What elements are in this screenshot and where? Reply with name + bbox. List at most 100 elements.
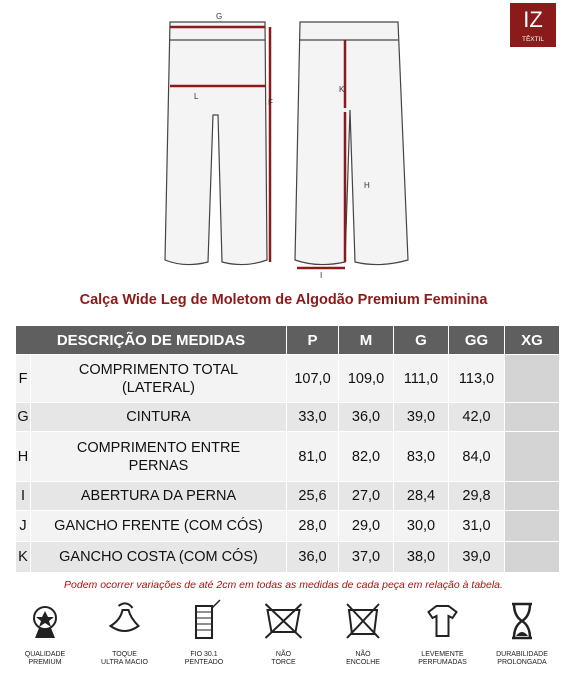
cell-line: COMPRIMENTO ENTRE (76, 439, 241, 456)
table-cell: 111,0 (393, 354, 449, 403)
table-row: K GANCHO COSTA (COM CÓS) 36,0 37,0 38,0 39,0 (15, 541, 560, 573)
table-cell: CINTURA (29, 402, 288, 432)
icon-label: LEVEMENTE (421, 651, 464, 658)
icon (264, 603, 303, 639)
table-cell (504, 510, 560, 542)
table-cell (504, 481, 560, 511)
table-row: F COMPRIMENTO TOTAL (LATERAL) 107,0 109,0 111… (15, 354, 560, 403)
icon-label: ENCOLHE (346, 659, 380, 666)
header-cell: GG (448, 325, 505, 355)
table-cell: 27,0 (338, 481, 394, 511)
size-table: DESCRIÇÃO DE MEDIDAS P M G GG XG F COMPRIMENTO … (15, 325, 560, 573)
icon-label: PROLONGADA (497, 659, 547, 666)
table-cell: 39,0 (393, 402, 449, 432)
icon-label: ULTRA MACIO (101, 659, 148, 666)
table-cell: 107,0 (286, 354, 339, 403)
table-cell: 33,0 (286, 402, 339, 432)
icon-label: DURABILIDADE (496, 651, 548, 658)
table-cell: 30,0 (393, 510, 449, 542)
icon (33, 606, 57, 638)
label: K (339, 85, 345, 94)
icon (108, 602, 141, 632)
label: L (194, 92, 199, 101)
icon-label: TORCE (271, 659, 296, 666)
header-cell: XG (504, 325, 560, 355)
table-cell: K (15, 541, 31, 573)
table-cell: COMPRIMENTO ENTRE PERNAS (29, 431, 288, 482)
table-row: H COMPRIMENTO ENTRE PERNAS 81,0 82,0 83,0 84,0 (15, 431, 560, 482)
table-cell: 82,0 (338, 431, 394, 482)
table-cell: 25,6 (286, 481, 339, 511)
label: F (268, 98, 273, 107)
table-cell: 28,4 (393, 481, 449, 511)
cell-line: PERNAS (128, 457, 189, 474)
table-cell: 81,0 (286, 431, 339, 482)
table-row: I ABERTURA DA PERNA 25,6 27,0 28,4 29,8 (15, 481, 560, 511)
table-cell: 38,0 (393, 541, 449, 573)
logo-sub: TÊXTIL (522, 34, 544, 43)
cell-line: GANCHO FRENTE (COM CÓS) (54, 518, 263, 534)
label: I (320, 271, 322, 280)
table-cell (504, 431, 560, 482)
header-row: DESCRIÇÃO DE MEDIDAS P M G GG XG (15, 325, 560, 355)
table-cell: 29,8 (448, 481, 505, 511)
table-cell: 37,0 (338, 541, 394, 573)
table-cell: ABERTURA DA PERNA (29, 481, 288, 511)
table-cell: 83,0 (393, 431, 449, 482)
table-cell: 28,0 (286, 510, 339, 542)
table-cell: F (15, 354, 31, 403)
table-row: G CINTURA 33,0 36,0 39,0 42,0 (15, 402, 560, 432)
cell-line: ABERTURA DA PERNA (80, 488, 237, 504)
icon (512, 602, 532, 640)
diagram: G L F K H I IZ TÊXTIL (164, 3, 556, 280)
table-cell: 84,0 (448, 431, 505, 482)
icon-label: QUALIDADE (25, 651, 66, 658)
table-cell: GANCHO FRENTE (COM CÓS) (29, 510, 288, 542)
table-cell: 109,0 (338, 354, 394, 403)
label: H (364, 181, 370, 190)
note: Podem ocorrer variações de até 2cm em to… (64, 579, 503, 591)
table-cell (504, 402, 560, 432)
header-cell: DESCRIÇÃO DE MEDIDAS (15, 325, 287, 355)
table-cell: 39,0 (448, 541, 505, 573)
icon-label: PENTEADO (185, 659, 224, 666)
table-cell: I (15, 481, 31, 511)
table-row: J GANCHO FRENTE (COM CÓS) 28,0 29,0 30,0 31,0 (15, 510, 560, 542)
icon-label: FIO 30.1 (190, 651, 217, 658)
table-cell: GANCHO COSTA (COM CÓS) (29, 541, 288, 573)
table-cell: 42,0 (448, 402, 505, 432)
table-cell (504, 354, 560, 403)
header-cell: M (338, 325, 394, 355)
icon-label: PREMIUM (28, 659, 61, 666)
table-cell: G (15, 402, 31, 432)
label: G (216, 12, 222, 21)
icon (427, 605, 458, 637)
header-cell: G (393, 325, 449, 355)
table-cell: 31,0 (448, 510, 505, 542)
table-cell: 113,0 (448, 354, 505, 403)
table-cell: 29,0 (338, 510, 394, 542)
logo-mark: IZ (523, 7, 543, 32)
title: Calça Wide Leg de Moletom de Algodão Pre… (79, 292, 488, 308)
cell-line: GANCHO COSTA (COM CÓS) (59, 549, 258, 565)
icon (195, 599, 221, 639)
cell-line: COMPRIMENTO TOTAL (78, 361, 239, 378)
front-pants (164, 21, 268, 266)
cell-line: CINTURA (126, 409, 191, 425)
back-pants (294, 21, 409, 266)
header-cell: P (286, 325, 339, 355)
icon-label: NÃO (276, 649, 292, 658)
icon-label: NÃO (355, 649, 371, 658)
table-cell: H (15, 431, 31, 482)
table-cell: COMPRIMENTO TOTAL (LATERAL) (29, 354, 288, 403)
icon-label: TOQUE (112, 651, 137, 658)
logo (510, 3, 556, 47)
table-cell: 36,0 (338, 402, 394, 432)
table-cell (504, 541, 560, 573)
table-cell: J (15, 510, 31, 542)
icon (346, 603, 380, 639)
measure-lines (170, 25, 347, 270)
icon-label: PERFUMADAS (418, 659, 467, 666)
